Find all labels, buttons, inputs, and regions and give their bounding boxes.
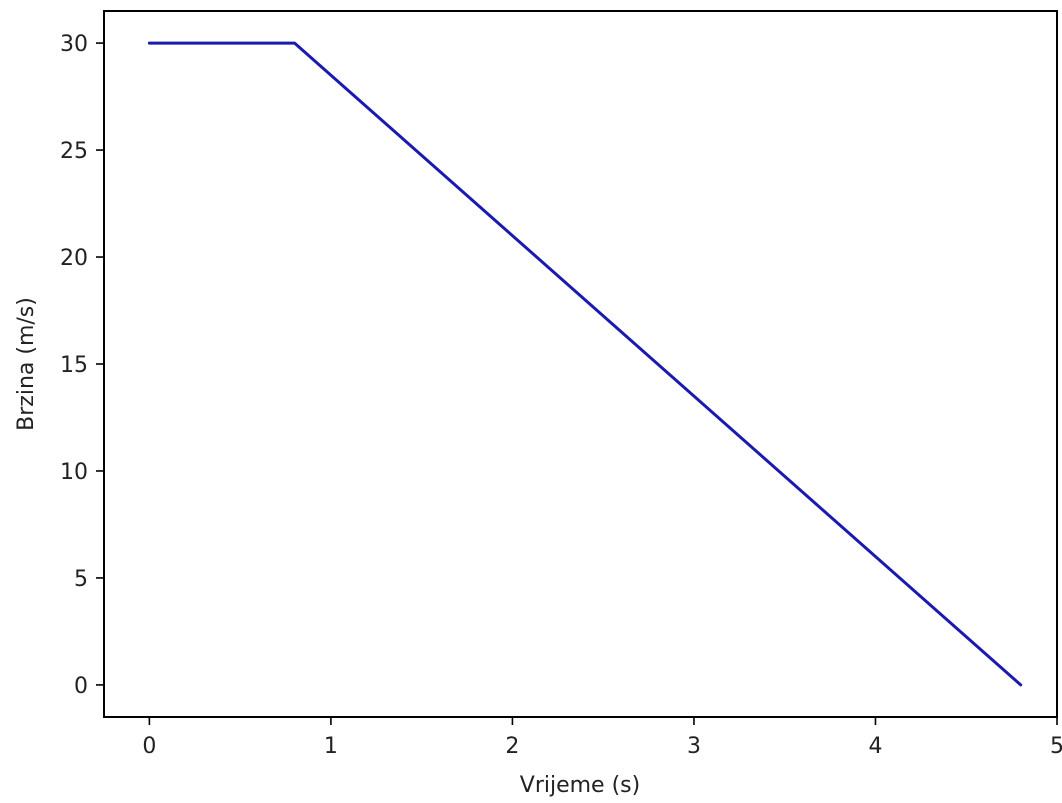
y-axis-label: Brzina (m/s) bbox=[14, 297, 39, 431]
y-tick-label: 5 bbox=[74, 567, 88, 592]
plot-frame bbox=[103, 10, 1058, 718]
y-axis-ticks: 0 5 10 15 20 25 30 bbox=[60, 32, 104, 699]
x-tick-label: 2 bbox=[505, 734, 519, 759]
y-tick-label: 25 bbox=[60, 139, 88, 164]
series-layer bbox=[147, 41, 1023, 687]
y-tick-label: 20 bbox=[60, 246, 88, 271]
x-tick-label: 5 bbox=[1050, 734, 1062, 759]
x-axis-label: Vrijeme (s) bbox=[520, 773, 640, 798]
x-tick-label: 3 bbox=[687, 734, 701, 759]
y-tick-label: 10 bbox=[60, 460, 88, 485]
x-tick-label: 0 bbox=[142, 734, 156, 759]
y-tick-label: 30 bbox=[60, 32, 88, 57]
y-tick-label: 0 bbox=[74, 674, 88, 699]
y-tick-label: 15 bbox=[60, 353, 88, 378]
x-tick-label: 4 bbox=[868, 734, 882, 759]
x-axis-ticks: 0 1 2 3 4 5 bbox=[142, 717, 1062, 759]
velocity-series-line bbox=[147, 41, 1023, 687]
x-tick-label: 1 bbox=[324, 734, 338, 759]
